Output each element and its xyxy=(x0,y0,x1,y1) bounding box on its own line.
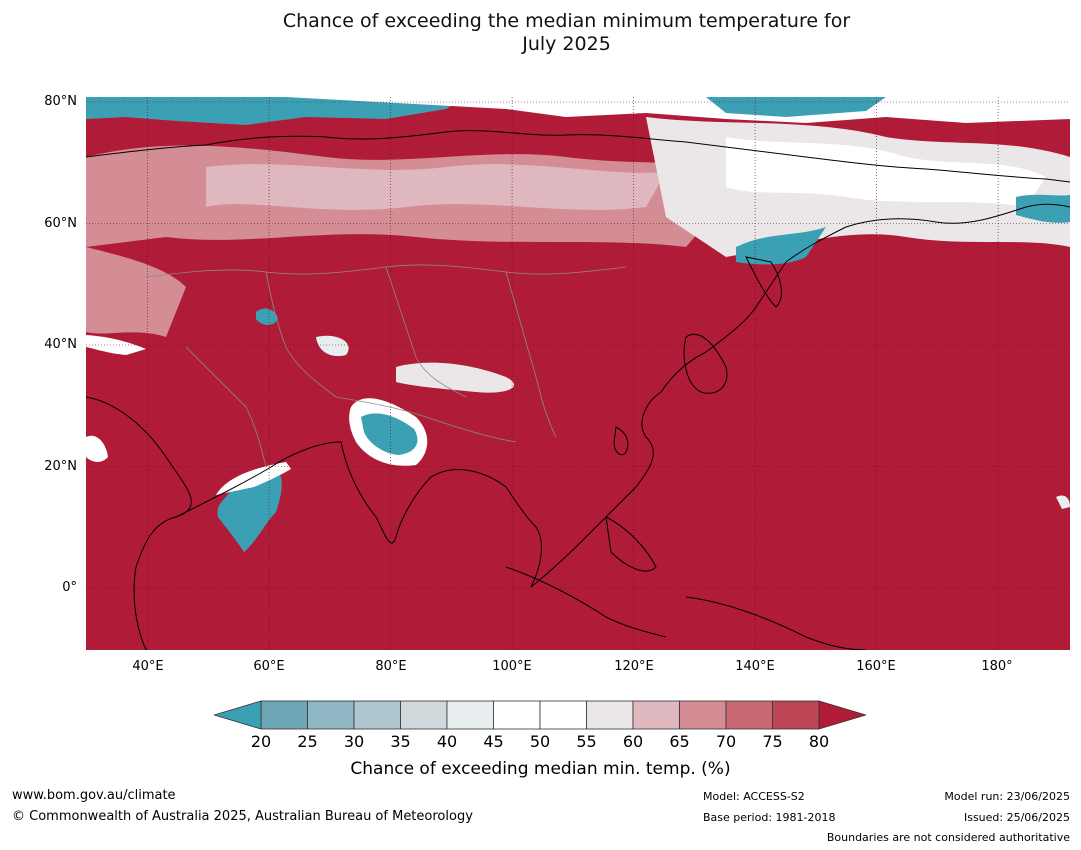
colorbar-segments xyxy=(260,700,820,730)
colorbar-tick-label: 35 xyxy=(390,732,411,751)
siberia-neutral-zone xyxy=(206,164,666,210)
colorbar-tick-label: 50 xyxy=(529,732,551,751)
map-title: Chance of exceeding the median minimum t… xyxy=(0,10,1081,56)
colorbar-under-arrow xyxy=(214,700,262,730)
map-title-line1: Chance of exceeding the median minimum t… xyxy=(282,10,851,32)
coastlines xyxy=(86,130,1070,650)
lon-label-80e: 80°E xyxy=(375,659,407,674)
map-canvas xyxy=(86,97,1070,650)
west-asia-light-zone xyxy=(86,247,186,337)
colorbar-tick-label: 75 xyxy=(762,732,783,751)
colorbar-segment xyxy=(679,700,727,730)
lon-label-100e: 100°E xyxy=(492,659,532,674)
colorbar-segment xyxy=(586,700,634,730)
colorbar xyxy=(214,700,866,730)
colorbar-segment xyxy=(260,700,308,730)
colorbar-tick-label: 20 xyxy=(250,732,272,751)
lon-label-40e: 40°E xyxy=(132,659,164,674)
lon-label-140e: 140°E xyxy=(735,659,775,674)
colorbar-segment xyxy=(725,700,773,730)
graticule xyxy=(86,97,1070,650)
lon-label-160e: 160°E xyxy=(856,659,896,674)
colorbar-tick-label: 40 xyxy=(436,732,458,751)
footer-website[interactable]: www.bom.gov.au/climate xyxy=(12,788,176,803)
footer-base-period: Base period: 1981-2018 xyxy=(703,811,836,824)
colorbar-tick-label: 25 xyxy=(297,732,318,751)
colorbar-over-arrow xyxy=(818,700,866,730)
footer-copyright: © Commonwealth of Australia 2025, Austra… xyxy=(12,809,473,824)
probability-map xyxy=(86,97,1070,650)
colorbar-tick-label: 80 xyxy=(808,732,830,751)
footer-issued: Issued: 25/06/2025 xyxy=(963,811,1070,824)
map-title-line2: July 2025 xyxy=(522,33,611,55)
okhotsk-cool-patch xyxy=(736,227,826,265)
tibet-cool-patch xyxy=(361,413,418,455)
lon-label-120e: 120°E xyxy=(614,659,654,674)
chukotka-cool-patch xyxy=(1016,194,1070,223)
lon-label-60e: 60°E xyxy=(253,659,285,674)
colorbar-segment xyxy=(446,700,494,730)
lat-label-60n: 60°N xyxy=(44,216,77,231)
colorbar-tick-label: 60 xyxy=(622,732,644,751)
colorbar-segment xyxy=(632,700,680,730)
colorbar-segment xyxy=(353,700,401,730)
colorbar-label: Chance of exceeding median min. temp. (%… xyxy=(350,759,731,779)
east-siberia-white xyxy=(726,137,1046,207)
colorbar-segment xyxy=(400,700,448,730)
footer-model: Model: ACCESS-S2 xyxy=(703,790,805,803)
pacific-neutral-patch xyxy=(1056,495,1070,509)
footer-model-run: Model run: 23/06/2025 xyxy=(944,790,1070,803)
lat-label-0: 0° xyxy=(62,580,77,595)
arctic-cool-band-east xyxy=(706,97,886,117)
colorbar-tick-label: 30 xyxy=(343,732,365,751)
lon-label-180: 180° xyxy=(981,659,1013,674)
aral-cool-patch xyxy=(256,308,278,325)
colorbar-tick-label: 65 xyxy=(669,732,690,751)
colorbar-segment xyxy=(539,700,587,730)
pamir-neutral-patch xyxy=(316,335,349,357)
red-sea-neutral-patch xyxy=(86,435,108,462)
lat-label-40n: 40°N xyxy=(44,337,77,352)
footer-disclaimer: Boundaries are not considered authoritat… xyxy=(826,831,1070,844)
colorbar-tick-label: 70 xyxy=(715,732,737,751)
lat-label-20n: 20°N xyxy=(44,459,77,474)
arctic-cool-band xyxy=(86,97,466,125)
colorbar-tick-label: 45 xyxy=(483,732,504,751)
country-borders xyxy=(145,264,627,468)
colorbar-tick-label: 55 xyxy=(576,732,597,751)
colorbar-segment xyxy=(493,700,541,730)
colorbar-segment xyxy=(772,700,820,730)
lat-label-80n: 80°N xyxy=(44,94,77,109)
colorbar-segment xyxy=(307,700,355,730)
